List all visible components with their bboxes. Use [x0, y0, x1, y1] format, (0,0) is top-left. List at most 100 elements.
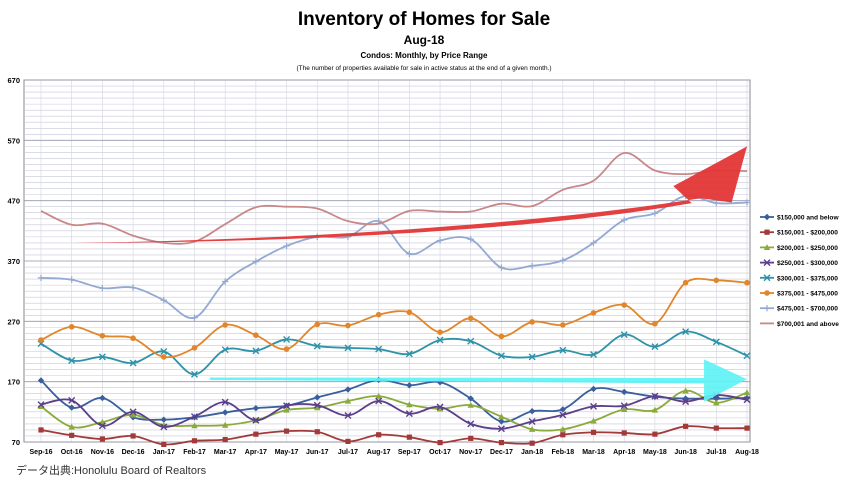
data-point — [160, 354, 167, 360]
legend-entry: $475,001 - $700,000 — [760, 305, 838, 313]
data-point — [68, 357, 76, 365]
x-tick-label: Dec-16 — [122, 449, 145, 456]
data-point — [283, 402, 291, 410]
data-point — [375, 397, 383, 405]
data-point — [38, 427, 44, 433]
series-1 — [38, 423, 750, 448]
data-point — [283, 406, 290, 413]
data-point — [69, 432, 75, 438]
data-point — [763, 244, 771, 250]
data-point — [467, 315, 474, 322]
data-point — [375, 392, 382, 399]
data-point — [560, 432, 566, 438]
data-point — [621, 216, 628, 224]
data-point — [190, 370, 198, 378]
series-3 — [37, 391, 751, 433]
data-point — [590, 417, 597, 424]
data-point — [252, 347, 260, 355]
data-point — [68, 323, 75, 330]
data-point — [713, 199, 720, 207]
data-point — [221, 346, 229, 354]
data-point — [99, 436, 105, 442]
x-tick-label: Aug-18 — [735, 449, 759, 456]
data-point — [253, 332, 259, 339]
data-point — [743, 389, 751, 396]
data-point — [763, 259, 771, 267]
data-point — [652, 320, 658, 327]
data-point — [590, 385, 597, 393]
data-point — [651, 343, 659, 351]
data-point — [68, 423, 75, 430]
data-point — [37, 274, 45, 282]
data-point — [38, 337, 44, 343]
data-point — [191, 314, 198, 321]
data-point — [314, 429, 320, 435]
data-point — [683, 423, 689, 429]
data-point — [744, 425, 750, 431]
series-line — [40, 152, 748, 245]
y-tick-label: 470 — [7, 197, 20, 206]
data-point — [191, 438, 198, 444]
x-tick-label: Sep-17 — [398, 449, 421, 456]
data-point — [283, 335, 291, 343]
data-point — [406, 434, 412, 440]
series-4 — [37, 328, 751, 378]
legend-label: $150,001 - $200,000 — [777, 230, 838, 237]
data-point — [590, 239, 597, 247]
data-point — [283, 346, 290, 352]
data-point — [559, 406, 567, 413]
data-point — [283, 428, 290, 434]
legend-label: $250,001 - $300,000 — [777, 260, 838, 267]
data-point — [590, 402, 598, 410]
x-tick-label: Jul-18 — [706, 449, 726, 456]
data-point — [68, 396, 76, 404]
data-point — [682, 328, 690, 336]
data-point — [344, 344, 352, 352]
source-note: データ出典:Honolulu Board of Realtors — [16, 465, 207, 477]
data-point — [559, 257, 567, 264]
data-point — [406, 401, 413, 408]
data-point — [436, 336, 444, 344]
data-point — [651, 210, 659, 217]
data-point — [528, 262, 536, 270]
data-point — [68, 404, 75, 411]
data-point — [467, 395, 474, 402]
data-point — [314, 394, 321, 401]
legend-label: $200,001 - $250,000 — [777, 245, 838, 252]
data-point — [161, 441, 167, 448]
data-point — [498, 440, 505, 446]
data-point — [467, 401, 474, 408]
data-point — [313, 342, 321, 350]
data-point — [652, 431, 658, 437]
data-point — [436, 405, 444, 412]
data-point — [252, 405, 260, 412]
data-point — [559, 426, 567, 432]
data-point — [528, 417, 536, 425]
data-point — [345, 438, 351, 444]
legend-label: $300,001 - $375,000 — [777, 275, 838, 282]
series-5 — [38, 277, 750, 360]
data-point — [160, 348, 168, 355]
data-point — [221, 409, 229, 416]
data-point — [467, 337, 475, 345]
legend-entry: $700,001 and above — [760, 321, 839, 328]
x-tick-label: Apr-18 — [613, 449, 635, 456]
legend: $150,000 and below $150,001 - $200,000 $20… — [760, 213, 839, 328]
x-tick-label: Aug-17 — [367, 449, 391, 456]
data-point — [743, 352, 751, 360]
data-point — [344, 411, 352, 419]
data-point — [498, 333, 505, 340]
data-point — [314, 321, 321, 328]
data-point — [405, 350, 413, 358]
x-tick-label: Jan-17 — [153, 449, 175, 456]
data-point — [252, 416, 260, 424]
data-point — [763, 213, 771, 221]
data-point — [590, 310, 597, 316]
cyan-trend-arrow — [209, 359, 748, 402]
data-point — [37, 377, 45, 384]
data-point — [559, 411, 567, 419]
data-point — [590, 351, 598, 359]
data-point — [498, 264, 505, 271]
red-trend-arrow — [71, 146, 747, 243]
data-point — [590, 429, 597, 435]
